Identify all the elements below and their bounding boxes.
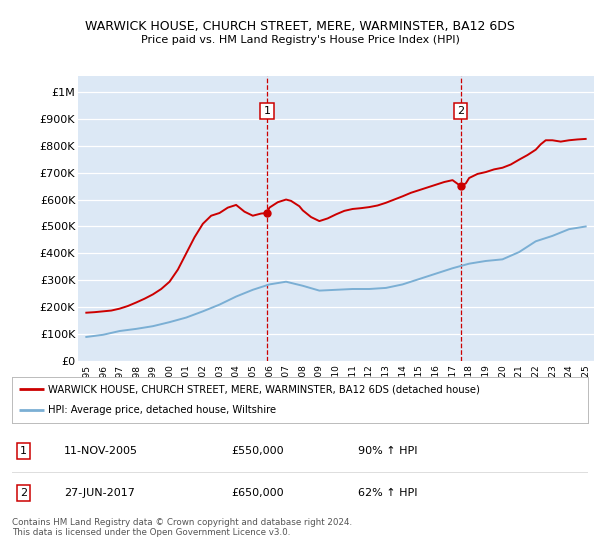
Text: 1: 1: [20, 446, 27, 456]
Text: £650,000: £650,000: [231, 488, 284, 498]
Text: Contains HM Land Registry data © Crown copyright and database right 2024.
This d: Contains HM Land Registry data © Crown c…: [12, 518, 352, 538]
Text: 2: 2: [20, 488, 27, 498]
Text: 11-NOV-2005: 11-NOV-2005: [64, 446, 138, 456]
Text: £550,000: £550,000: [231, 446, 284, 456]
Text: 90% ↑ HPI: 90% ↑ HPI: [358, 446, 417, 456]
Text: 27-JUN-2017: 27-JUN-2017: [64, 488, 135, 498]
Text: HPI: Average price, detached house, Wiltshire: HPI: Average price, detached house, Wilt…: [48, 405, 277, 416]
Text: WARWICK HOUSE, CHURCH STREET, MERE, WARMINSTER, BA12 6DS (detached house): WARWICK HOUSE, CHURCH STREET, MERE, WARM…: [48, 384, 480, 394]
Text: Price paid vs. HM Land Registry's House Price Index (HPI): Price paid vs. HM Land Registry's House …: [140, 35, 460, 45]
Text: WARWICK HOUSE, CHURCH STREET, MERE, WARMINSTER, BA12 6DS: WARWICK HOUSE, CHURCH STREET, MERE, WARM…: [85, 20, 515, 32]
Text: 2: 2: [457, 106, 464, 115]
Text: 62% ↑ HPI: 62% ↑ HPI: [358, 488, 417, 498]
Text: 1: 1: [263, 106, 271, 115]
